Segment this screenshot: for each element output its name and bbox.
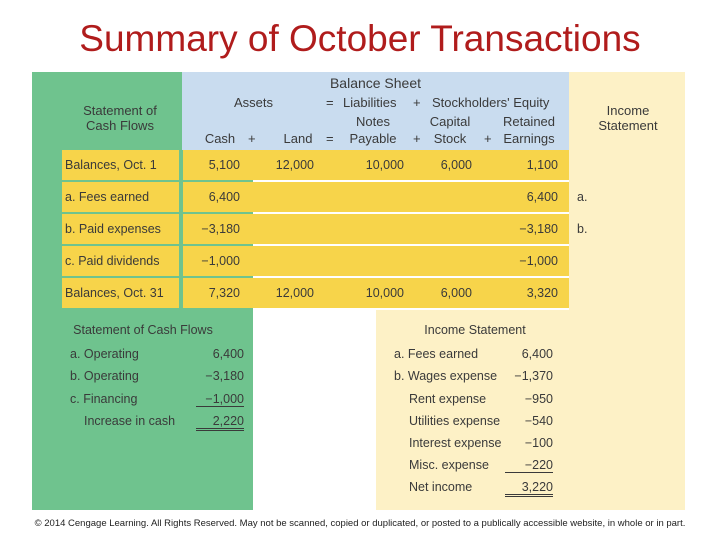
liabilities-label: Liabilities <box>343 95 397 110</box>
row-value-retained: −1,000 <box>519 254 558 268</box>
row-label-cell <box>62 278 179 308</box>
row-label-cell <box>62 150 179 180</box>
plus-sign: + <box>413 95 421 110</box>
income-statement-item-label: a. Fees earned <box>394 347 479 361</box>
assets-label: Assets <box>234 95 274 110</box>
row-value-retained: 1,100 <box>526 158 558 172</box>
income-statement-lower-panel <box>376 310 685 510</box>
col-cash-label: Cash <box>204 131 236 146</box>
row-value-retained: 3,320 <box>526 286 558 300</box>
col-land-label: Land <box>283 131 313 146</box>
income-statement-item-value: 3,220 <box>505 480 553 497</box>
balance-sheet-header-panel <box>182 72 569 150</box>
col-retained-label: Earnings <box>503 131 555 146</box>
scf-header: Statement of Cash Flows <box>83 103 157 133</box>
row-values-cell <box>183 278 569 308</box>
equals-sign: = <box>326 95 334 110</box>
cash-flow-item-value: 2,220 <box>196 414 244 431</box>
row-value-retained: −3,180 <box>519 222 558 236</box>
row-value-cash: 5,100 <box>208 158 240 172</box>
col-notes-line1: Notes <box>356 114 390 129</box>
cash-flow-item-value: −1,000 <box>196 392 244 407</box>
row-value-land: 12,000 <box>275 286 314 300</box>
row-label: Balances, Oct. 31 <box>65 286 164 300</box>
copyright-footer: © 2014 Cengage Learning. All Rights Rese… <box>34 518 686 529</box>
col-notes-label: Payable <box>349 131 397 146</box>
income-statement-item-value: −1,370 <box>514 369 553 383</box>
income-statement-item-value: 6,400 <box>521 347 553 361</box>
balance-sheet-title: Balance Sheet <box>329 75 422 91</box>
income-statement-item-label: Net income <box>409 480 473 494</box>
row-label: c. Paid dividends <box>65 254 160 268</box>
income-statement-item-label: Interest expense <box>409 436 502 450</box>
col-notes-sign: + <box>413 131 421 146</box>
income-statement-item-label: b. Wages expense <box>394 369 498 383</box>
col-land-sign: = <box>326 131 334 146</box>
is-header: Income Statement <box>598 103 658 133</box>
cash-flow-item-value: 6,400 <box>212 347 244 361</box>
row-value-cash: −1,000 <box>201 254 240 268</box>
equity-label: Stockholders' Equity <box>432 95 550 110</box>
col-capital-label: Stock <box>433 131 467 146</box>
row-value-capital: 6,000 <box>440 158 472 172</box>
row-label-cell <box>62 246 179 276</box>
income-statement-title: Income Statement <box>424 323 526 337</box>
income-statement-item-value: −950 <box>524 392 553 406</box>
cash-flow-item-label: c. Financing <box>70 392 138 406</box>
row-value-cash: 7,320 <box>208 286 240 300</box>
row-label: Balances, Oct. 1 <box>65 158 157 172</box>
row-value-retained: 6,400 <box>526 190 558 204</box>
row-value-cash: −3,180 <box>201 222 240 236</box>
income-statement-marker: b. <box>577 222 588 236</box>
row-value-land: 12,000 <box>275 158 314 172</box>
row-value-capital: 6,000 <box>440 286 472 300</box>
income-statement-item-label: Rent expense <box>409 392 487 406</box>
col-cash-sign: + <box>248 131 256 146</box>
cash-flow-item-value: −3,180 <box>205 369 244 383</box>
col-capital-sign: + <box>484 131 492 146</box>
row-value-cash: 6,400 <box>208 190 240 204</box>
cash-flow-item-label: Increase in cash <box>84 414 176 428</box>
cash-flows-title: Statement of Cash Flows <box>73 323 213 337</box>
income-statement-marker: a. <box>577 190 588 204</box>
row-label: a. Fees earned <box>65 190 150 204</box>
row-values-cell <box>183 150 569 180</box>
row-values-cell <box>183 182 569 212</box>
income-statement-item-value: −100 <box>524 436 553 450</box>
row-value-notes: 10,000 <box>365 158 404 172</box>
row-values-cell <box>183 246 569 276</box>
row-values-cell <box>183 214 569 244</box>
income-statement-item-value: −540 <box>524 414 553 428</box>
row-label-cell <box>62 214 179 244</box>
income-statement-item-label: Misc. expense <box>409 458 489 472</box>
cash-flow-item-label: b. Operating <box>70 369 139 383</box>
col-capital-line1: Capital <box>429 114 471 129</box>
row-value-notes: 10,000 <box>365 286 404 300</box>
cash-flow-item-label: a. Operating <box>70 347 139 361</box>
col-retained-line1: Retained <box>502 114 556 129</box>
row-label-cell <box>62 182 179 212</box>
slide-title: Summary of October Transactions <box>79 18 641 59</box>
row-label: b. Paid expenses <box>65 222 161 236</box>
income-statement-item-value: −220 <box>505 458 553 473</box>
income-statement-item-label: Utilities expense <box>409 414 501 428</box>
